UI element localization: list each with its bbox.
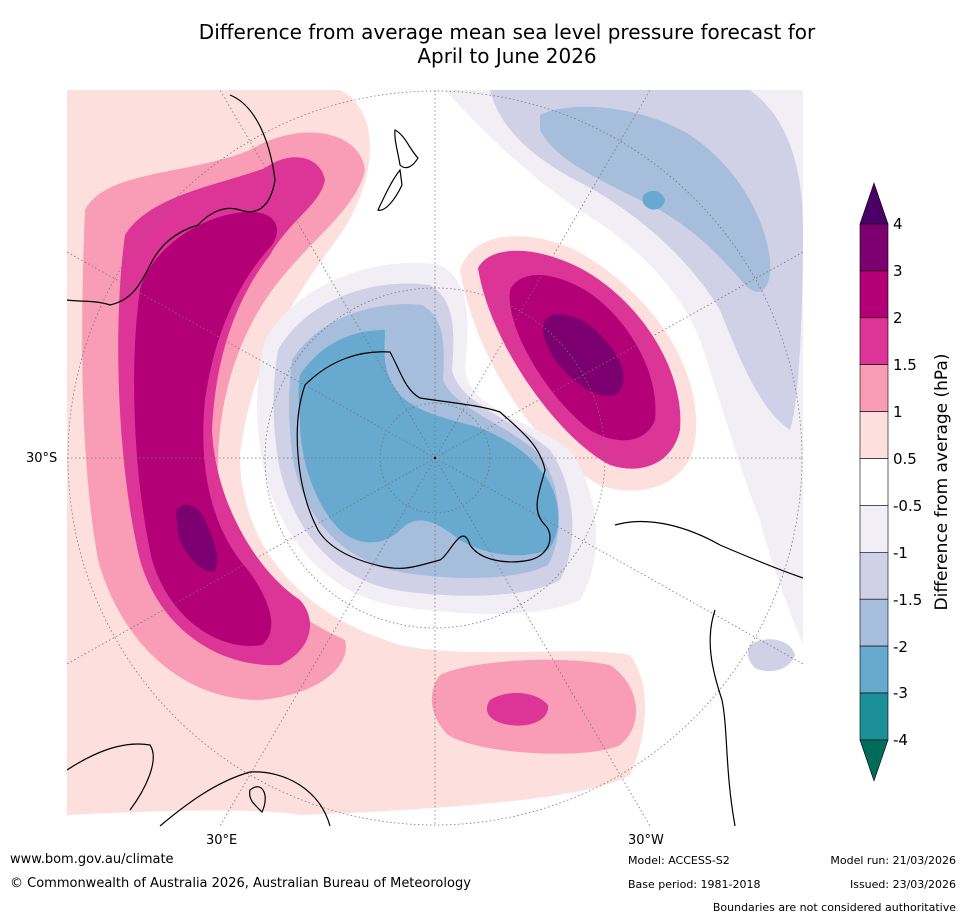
colorbar-segment-1-to-1.5	[859, 364, 889, 412]
colorbar-segment-m4-to-m3	[859, 692, 889, 741]
south-america-coast	[614, 520, 803, 827]
colorbar-tick-label: 1	[893, 403, 903, 421]
footer-model: Model: ACCESS-S2	[628, 854, 730, 867]
chart-title: Difference from average mean sea level p…	[0, 20, 965, 68]
anomaly-positive-3-core-west	[176, 504, 218, 572]
title-line-1: Difference from average mean sea level p…	[198, 20, 816, 44]
footer-model-run: Model run: 21/03/2026	[830, 854, 956, 867]
colorbar-segment-m3-to-m2	[859, 645, 889, 694]
madagascar-coast	[249, 786, 266, 814]
colorbar-segment-3-to-4	[859, 223, 889, 272]
colorbar-tick-label: -4	[893, 731, 908, 749]
footer-boundaries-note: Boundaries are not considered authoritat…	[712, 901, 956, 914]
colorbar-segment-m1-to-m0.5	[859, 505, 889, 553]
colorbar-title: Difference from average (hPa)	[932, 353, 952, 611]
antarctica-coast	[296, 351, 551, 569]
lat-label-30s: 30°S	[26, 451, 58, 466]
colorbar-arrow-top	[859, 182, 889, 225]
colorbar-segment-2-to-3	[859, 270, 889, 319]
colorbar-tick-label: -1	[893, 544, 908, 562]
colorbar-tick-label: 2	[893, 309, 903, 327]
colorbar-segment-0.5-to-1	[859, 411, 889, 459]
colorbar-segment-m2-to-m1.5	[859, 598, 889, 647]
new-zealand-south-island	[377, 168, 403, 211]
new-zealand-north-island	[394, 129, 419, 169]
footer-copyright: © Commonwealth of Australia 2026, Austra…	[10, 876, 471, 891]
title-line-2: April to June 2026	[417, 44, 597, 68]
colorbar-tick-label: -0.5	[893, 497, 923, 515]
africa-coast	[67, 743, 331, 827]
footer-base-period: Base period: 1981-2018	[628, 878, 761, 891]
anomaly-positive-1.5-south	[486, 693, 549, 726]
footer-url[interactable]: www.bom.gov.au/climate	[10, 852, 174, 867]
colorbar-segment-1.5-to-2	[859, 317, 889, 365]
australia-coast	[67, 94, 276, 306]
colorbar-tick-label: 0.5	[893, 450, 917, 468]
south-pole-marker	[433, 456, 437, 460]
colorbar-tick-label: 3	[893, 262, 903, 280]
anomaly-negative-2-north-east	[642, 190, 665, 210]
colorbar-tick-label: -3	[893, 684, 908, 702]
lon-label-30w: 30°W	[628, 833, 664, 848]
colorbar-tick-label: -1.5	[893, 591, 923, 609]
map-area	[67, 90, 803, 827]
colorbar	[859, 182, 889, 782]
colorbar-tick-label: 4	[893, 215, 903, 233]
colorbar-tick-label: -2	[893, 638, 908, 656]
coastlines	[67, 94, 803, 827]
anomaly-positive-3-east-core	[543, 314, 624, 396]
footer-issued: Issued: 23/03/2026	[849, 878, 956, 891]
colorbar-segment-m1.5-to-m1	[859, 551, 889, 600]
colorbar-tick-label: 1.5	[893, 356, 917, 374]
colorbar-arrow-bottom	[859, 739, 889, 782]
lon-label-30e: 30°E	[206, 833, 238, 848]
anomaly-negative-1-south-america	[747, 639, 795, 672]
colorbar-segment-neutral	[859, 458, 889, 506]
anomaly-negative-2-antarctica	[298, 330, 559, 556]
anomaly-positive-2-belt	[134, 211, 278, 646]
